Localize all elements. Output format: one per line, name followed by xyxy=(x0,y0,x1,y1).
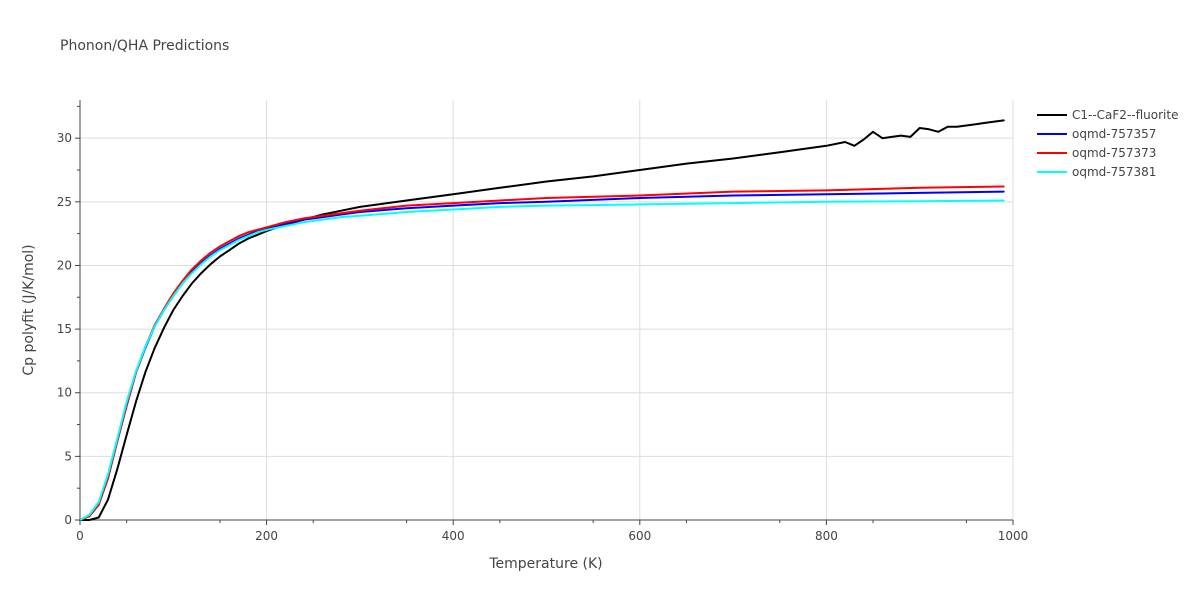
y-tick-label: 20 xyxy=(57,258,72,272)
grid xyxy=(80,100,1014,520)
y-axis-label: Cp polyfit (J/K/mol) xyxy=(21,244,37,375)
legend-label: oqmd-757381 xyxy=(1072,165,1156,179)
y-tick-label: 0 xyxy=(64,513,72,527)
x-tick-label: 600 xyxy=(628,529,651,543)
x-tick-label: 800 xyxy=(815,529,838,543)
series-line-C1--CaF2--fluorite xyxy=(79,119,1005,521)
chart-title: Phonon/QHA Predictions xyxy=(60,38,229,54)
x-axis-ticks: 0 200 400 600 800 1000 xyxy=(76,520,1028,543)
y-tick-label: 5 xyxy=(64,449,72,463)
legend: C1--CaF2--fluorite oqmd-757357 oqmd-757373… xyxy=(1037,108,1178,179)
series-line-oqmd-757381 xyxy=(79,199,1005,521)
y-tick-label: 30 xyxy=(57,131,72,145)
legend-label: oqmd-757357 xyxy=(1072,127,1156,141)
y-tick-label: 10 xyxy=(57,386,72,400)
x-tick-label: 0 xyxy=(76,529,84,543)
y-tick-label: 25 xyxy=(57,195,72,209)
y-axis-ticks: 0 5 10 15 20 25 30 xyxy=(57,105,80,527)
series-line-oqmd-757373 xyxy=(79,185,1005,521)
plot-area xyxy=(79,119,1005,521)
x-tick-label: 200 xyxy=(255,529,278,543)
legend-label: oqmd-757373 xyxy=(1072,146,1156,160)
x-tick-label: 400 xyxy=(442,529,465,543)
series-line-oqmd-757357 xyxy=(79,190,1005,521)
legend-label: C1--CaF2--fluorite xyxy=(1072,108,1178,122)
x-tick-label: 1000 xyxy=(998,529,1029,543)
axes xyxy=(79,100,1013,521)
y-tick-label: 15 xyxy=(57,322,72,336)
x-axis-label: Temperature (K) xyxy=(488,556,602,572)
